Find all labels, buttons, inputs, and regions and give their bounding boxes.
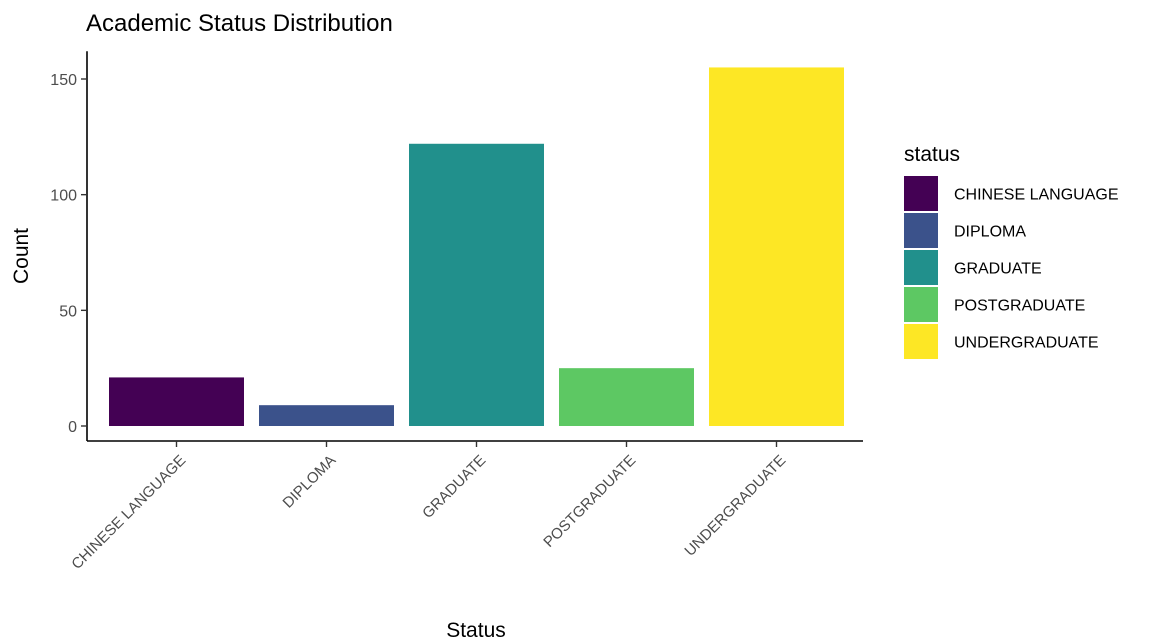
x-tick-label: GRADUATE bbox=[419, 452, 489, 522]
legend-label: GRADUATE bbox=[954, 261, 1042, 278]
bar-chinese-language bbox=[109, 377, 244, 426]
y-axis: 0 50 100 150 bbox=[50, 51, 88, 441]
x-tick-label: POSTGRADUATE bbox=[540, 452, 639, 551]
bar-postgraduate bbox=[559, 368, 694, 426]
y-tick-label: 50 bbox=[59, 303, 77, 320]
bar-diploma bbox=[259, 405, 394, 426]
legend-label: UNDERGRADUATE bbox=[954, 335, 1099, 352]
legend-label: POSTGRADUATE bbox=[954, 298, 1085, 315]
y-tick-label: 150 bbox=[50, 72, 77, 89]
legend-key bbox=[904, 250, 938, 285]
x-tick-label: DIPLOMA bbox=[280, 452, 340, 512]
legend: CHINESE LANGUAGE DIPLOMA GRADUATE POSTGRADU… bbox=[904, 176, 1118, 359]
legend-label: CHINESE LANGUAGE bbox=[954, 187, 1118, 204]
x-axis-title: Status bbox=[446, 619, 506, 642]
y-tick-label: 100 bbox=[50, 188, 77, 205]
bars bbox=[109, 67, 844, 427]
legend-key bbox=[904, 213, 938, 248]
x-tick-label: UNDERGRADUATE bbox=[681, 452, 789, 560]
legend-key bbox=[904, 287, 938, 322]
bar-graduate bbox=[409, 143, 544, 427]
bar-undergraduate bbox=[709, 67, 844, 426]
y-axis-title: Count bbox=[10, 228, 33, 284]
x-tick-label: CHINESE LANGUAGE bbox=[68, 452, 189, 573]
legend-key bbox=[904, 176, 938, 211]
legend-key bbox=[904, 324, 938, 359]
chart-title: Academic Status Distribution bbox=[86, 10, 393, 37]
x-tick-labels: CHINESE LANGUAGE DIPLOMA GRADUATE POSTGRADU… bbox=[68, 441, 789, 573]
legend-title: status bbox=[904, 143, 960, 166]
y-tick-label: 0 bbox=[68, 419, 77, 436]
legend-label: DIPLOMA bbox=[954, 224, 1026, 241]
